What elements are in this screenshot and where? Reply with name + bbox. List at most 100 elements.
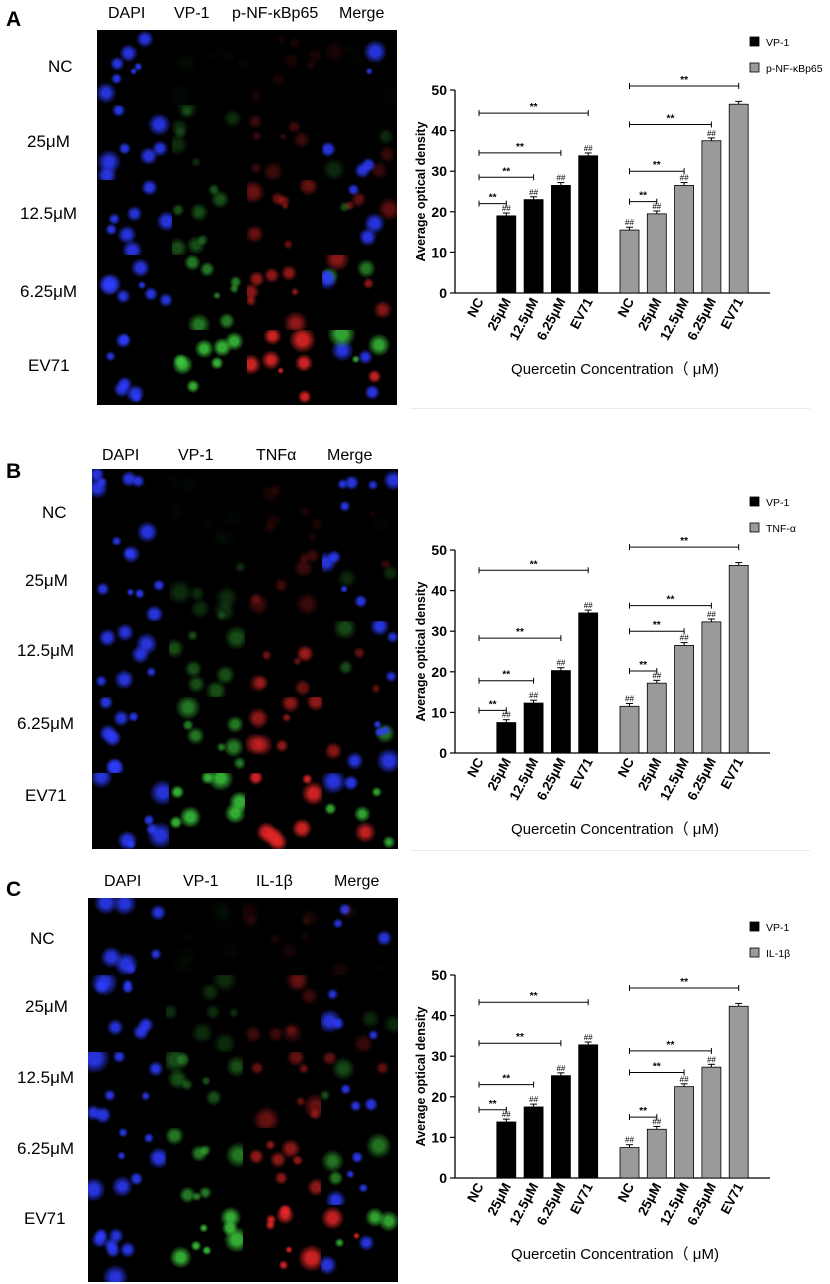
micrograph-25um-merge	[320, 974, 398, 1052]
column-header-dapi: DAPI	[102, 447, 140, 464]
row-label-nc: NC	[30, 929, 55, 948]
row-label-nc: NC	[42, 503, 67, 522]
bar-tnf-nc	[619, 705, 640, 754]
row-label-25um: 25μM	[27, 132, 70, 151]
marker-label: ##	[680, 1075, 689, 1084]
micrograph-12-5um-dapi	[88, 1051, 166, 1129]
marker-label: ##	[529, 1095, 538, 1104]
marker-label: ##	[625, 218, 634, 227]
micrograph-6-25um-vp1	[172, 255, 247, 330]
micrograph-nc-marker	[243, 898, 321, 975]
y-tick-label: 40	[431, 583, 447, 599]
row-label-12-5um: 12.5μM	[17, 1068, 75, 1087]
y-tick-label: 20	[431, 1089, 447, 1105]
panel-letter: C	[6, 878, 22, 901]
legend-swatch-tnf	[749, 522, 760, 533]
row-label-25um: 25μM	[25, 571, 68, 590]
micrograph-6-25um-merge	[320, 1128, 398, 1206]
x-tick-label: NC	[464, 1180, 487, 1204]
bar-vp-1-12-5-m	[523, 702, 544, 754]
micrograph-12-5um-merge	[321, 621, 398, 697]
marker-label: ##	[556, 1064, 565, 1073]
micrograph-ev71-merge	[320, 1205, 398, 1282]
x-tick-label: NC	[615, 755, 638, 779]
y-tick-label: 0	[439, 745, 447, 761]
micrograph-25um-marker	[247, 105, 322, 180]
micrograph-25um-merge	[321, 545, 398, 621]
marker-label: ##	[707, 1055, 716, 1064]
micrograph-6-25um-merge	[322, 255, 397, 330]
x-tick-label: EV71	[718, 1180, 747, 1217]
micrograph-12-5um-vp1	[168, 621, 245, 697]
significance-label: **	[680, 75, 688, 86]
row-label-12-5um: 12.5μM	[20, 204, 78, 223]
significance-label: **	[680, 536, 688, 547]
bar-chart: 0 10 20 30 40 50 Average optical density NC ## 25…	[410, 915, 820, 1270]
marker-label: ##	[584, 144, 593, 153]
x-tick-label: NC	[464, 295, 487, 319]
significance-label: **	[530, 991, 538, 1002]
bar-vp-1-ev71	[578, 1044, 599, 1179]
micrograph-25um-marker	[245, 545, 322, 621]
marker-label: ##	[502, 204, 511, 213]
micrograph-ev71-dapi	[88, 1205, 166, 1282]
marker-label: ##	[680, 174, 689, 183]
micrograph-6-25um-merge	[321, 697, 398, 773]
bar-il-1-25-m	[646, 1128, 667, 1179]
micrograph-6-25um-vp1	[165, 1128, 243, 1206]
micrograph-12-5um-vp1	[172, 180, 247, 255]
micrograph-nc-dapi	[92, 469, 169, 545]
marker-label: ##	[625, 694, 634, 703]
significance-label: **	[489, 1099, 497, 1110]
y-tick-label: 40	[431, 1008, 447, 1024]
micrograph-12-5um-marker	[247, 180, 322, 255]
x-axis-title: Quercetin Concentration（ μM)	[511, 361, 719, 378]
y-axis-title: Average optical density	[414, 122, 428, 262]
micrograph-nc-dapi	[97, 30, 172, 105]
bar-vp-1-ev71	[578, 612, 599, 754]
significance-label: **	[516, 627, 524, 638]
y-tick-label: 20	[431, 664, 447, 680]
bar-vp-1-6-25-m	[550, 670, 571, 754]
y-tick-label: 10	[431, 244, 447, 260]
x-tick-label: EV71	[567, 295, 596, 332]
significance-label: **	[667, 1040, 675, 1051]
micrograph-ev71-dapi	[97, 330, 172, 405]
significance-label: **	[639, 660, 647, 671]
legend-label-vp-1: VP-1	[766, 922, 790, 934]
micrograph-12-5um-vp1	[165, 1051, 243, 1129]
y-tick-label: 20	[431, 204, 447, 220]
micrograph-grid	[97, 30, 397, 405]
significance-label: **	[653, 620, 661, 631]
marker-label: ##	[529, 188, 538, 197]
significance-label: **	[516, 142, 524, 153]
y-tick-label: 40	[431, 123, 447, 139]
panel-divider	[410, 850, 810, 851]
micrograph-25um-dapi	[88, 974, 166, 1052]
x-axis-title: Quercetin Concentration（ μM)	[511, 1246, 719, 1263]
panel-divider	[410, 408, 810, 409]
micrograph-ev71-merge	[322, 330, 397, 405]
column-header-marker: IL-1β	[256, 873, 293, 890]
marker-label: ##	[707, 610, 716, 619]
micrograph-25um-dapi	[97, 105, 172, 180]
micrograph-grid	[92, 469, 398, 849]
y-tick-label: 10	[431, 704, 447, 720]
bar-vp-1-12-5-m	[523, 199, 544, 294]
marker-label: ##	[584, 601, 593, 610]
bar-tnf-ev71	[728, 565, 749, 754]
significance-label: **	[502, 166, 510, 177]
micrograph-ev71-marker	[243, 1205, 321, 1282]
row-label-nc: NC	[48, 57, 73, 76]
bar-vp-1-25-m	[496, 1121, 517, 1179]
significance-label: **	[639, 1106, 647, 1117]
legend-swatch-vp-1	[749, 496, 760, 507]
significance-label: **	[667, 595, 675, 606]
micrograph-nc-vp1	[165, 898, 243, 975]
chart-svg: 0 10 20 30 40 50 Average optical density NC ## 25…	[414, 36, 823, 378]
micrograph-6-25um-marker	[245, 697, 322, 773]
bar-il-1-ev71	[728, 1005, 749, 1179]
marker-label: ##	[556, 659, 565, 668]
column-header-marker: TNFα	[256, 447, 297, 464]
x-tick-label: NC	[464, 755, 487, 779]
